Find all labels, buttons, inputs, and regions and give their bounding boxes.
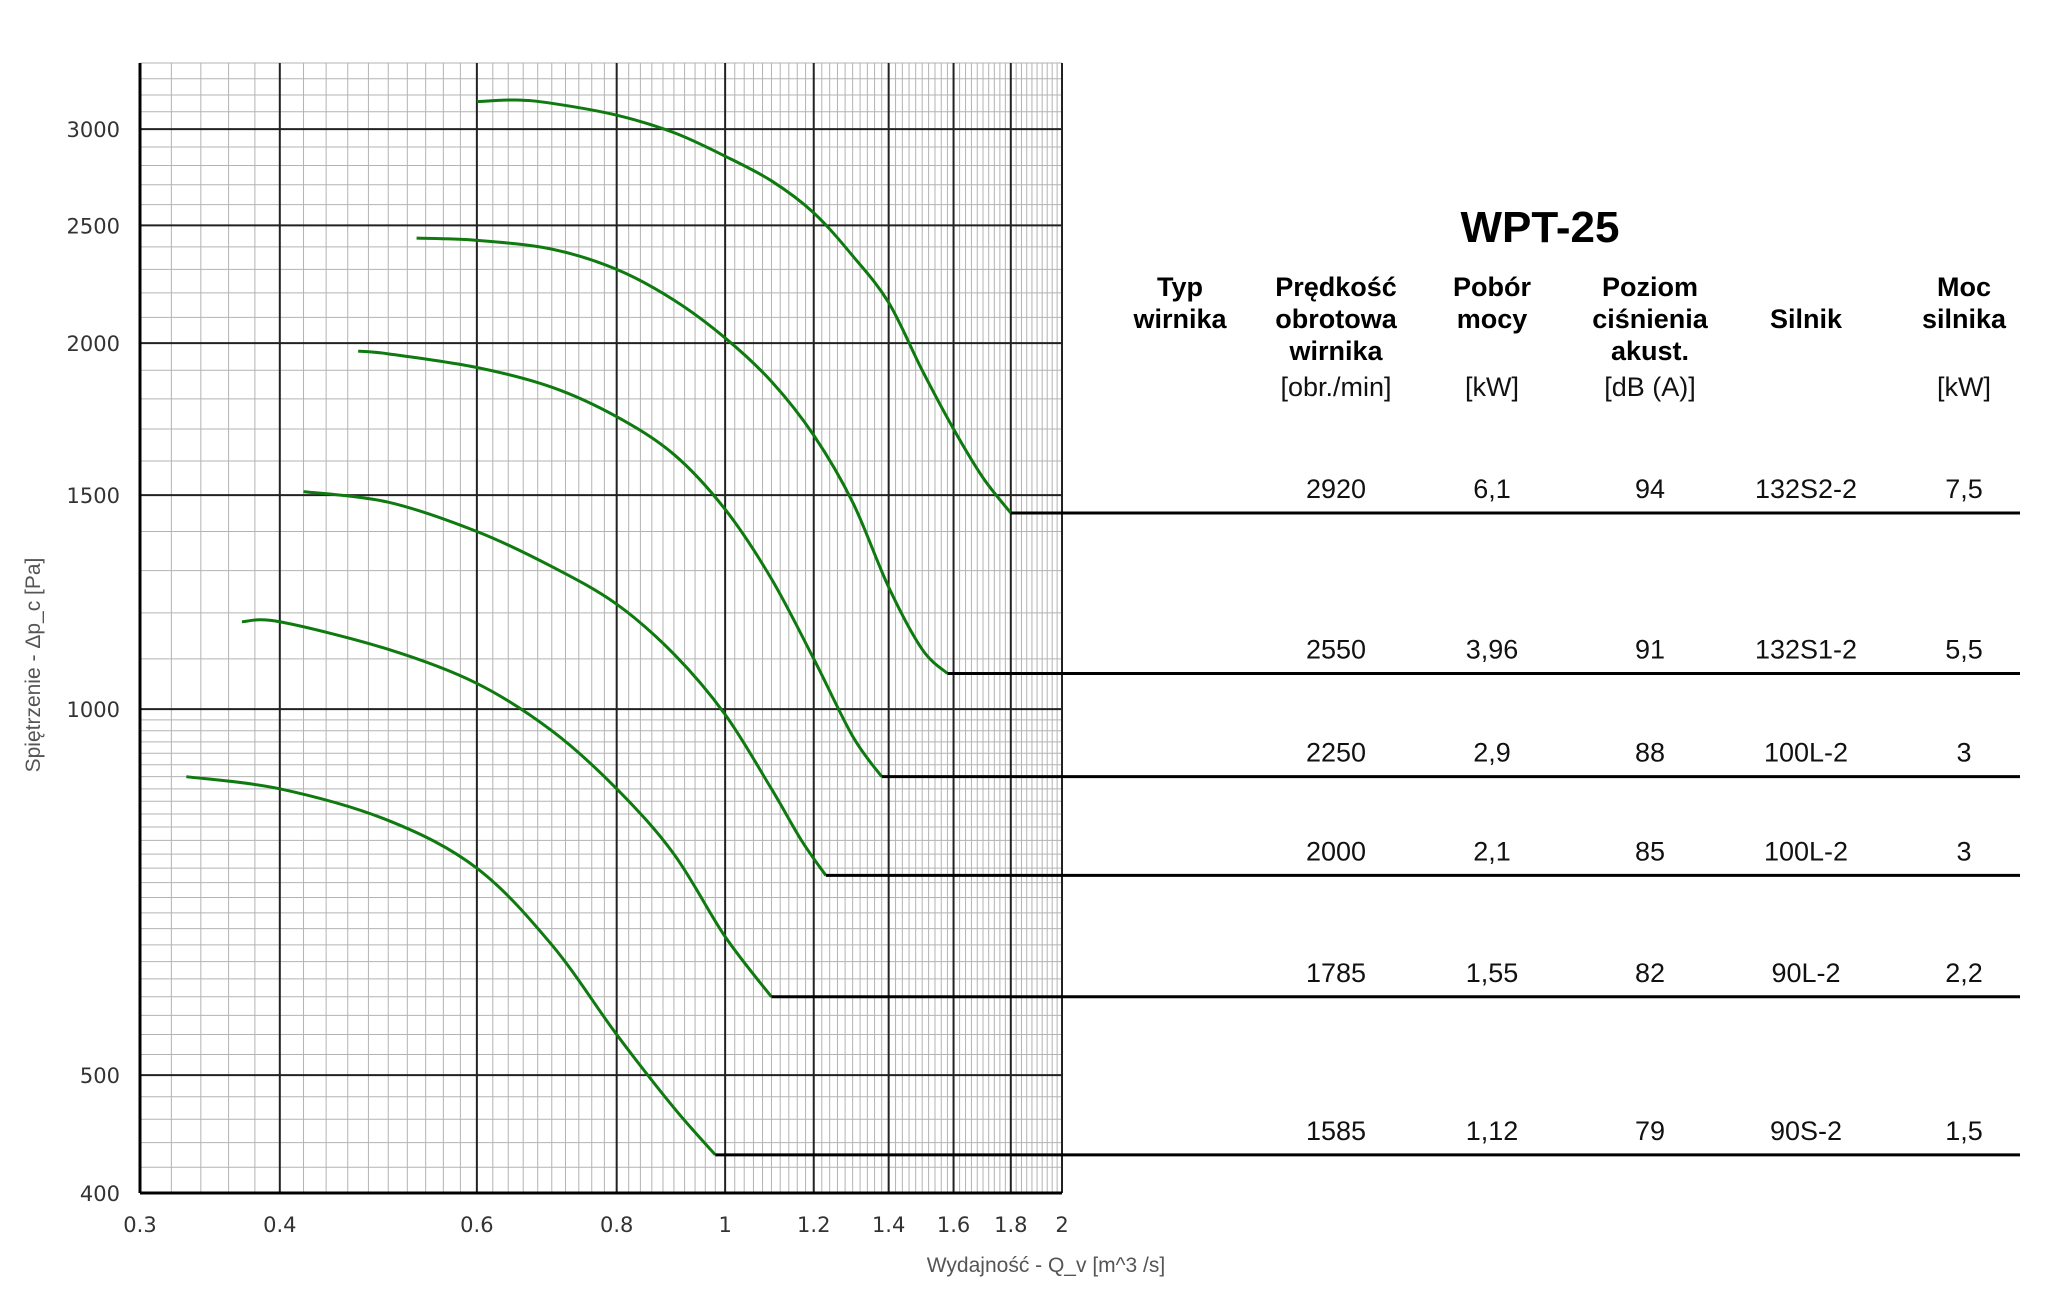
major-grid — [139, 63, 1063, 1194]
header-cell: akust. — [1611, 336, 1689, 366]
table-cell-motor: 90S-2 — [1770, 1116, 1842, 1146]
table-cell-motor: 132S1-2 — [1755, 634, 1857, 664]
table-cell-rpm: 1585 — [1306, 1116, 1366, 1146]
table-cell-motor_power: 5,5 — [1945, 634, 1983, 664]
table-cell-noise: 94 — [1635, 474, 1665, 504]
header-cell: obrotowa — [1275, 304, 1397, 334]
table-row: 2920 6,1 94 132S2-2 7,5 — [1306, 474, 1983, 504]
x-tick-label: 1.8 — [994, 1213, 1027, 1237]
table-cell-motor_power: 2,2 — [1945, 958, 1983, 988]
y-tick-label: 3000 — [67, 118, 120, 142]
header-cell: Moc — [1937, 272, 1991, 302]
header-cell: Poziom — [1602, 272, 1698, 302]
x-tick-label: 1.4 — [872, 1213, 905, 1237]
table-cell-motor_power: 3 — [1956, 836, 1971, 866]
header-cell: Silnik — [1770, 304, 1843, 334]
table-cell-motor: 132S2-2 — [1755, 474, 1857, 504]
table-cell-noise: 91 — [1635, 634, 1665, 664]
y-axis-title: Spiętrzenie - Δp_c [Pa] — [22, 558, 45, 773]
table-cell-rpm: 2550 — [1306, 634, 1366, 664]
y-tick-label: 400 — [80, 1182, 120, 1206]
table-cell-motor_power: 1,5 — [1945, 1116, 1983, 1146]
table-cell-motor: 90L-2 — [1771, 958, 1840, 988]
table-cell-power: 1,12 — [1466, 1116, 1519, 1146]
x-tick-label: 0.4 — [263, 1213, 296, 1237]
table-cell-noise: 82 — [1635, 958, 1665, 988]
y-tick-label: 2500 — [67, 214, 120, 238]
header-unit: [kW] — [1937, 372, 1991, 402]
header-cell: silnika — [1922, 304, 2007, 334]
x-tick-labels: 0.3 0.4 0.6 0.8 1 1.2 1.4 1.6 1.8 2 — [123, 1213, 1068, 1237]
table-cell-power: 2,1 — [1473, 836, 1511, 866]
x-tick-label: 1.6 — [937, 1213, 970, 1237]
header-cell: Typ — [1157, 272, 1203, 302]
header-unit: [dB (A)] — [1604, 372, 1696, 402]
table-cell-rpm: 2000 — [1306, 836, 1366, 866]
curve-1785-rpm — [241, 618, 773, 998]
table-cell-power: 6,1 — [1473, 474, 1511, 504]
header-cell: wirnika — [1132, 304, 1227, 334]
table-cell-power: 3,96 — [1466, 634, 1519, 664]
header-cell: mocy — [1457, 304, 1528, 334]
header-cell: Prędkość — [1275, 272, 1397, 302]
curve-1585-rpm — [186, 775, 717, 1156]
minor-grid — [139, 62, 1063, 1194]
header-cell: Pobór — [1453, 272, 1531, 302]
x-tick-label: 2 — [1055, 1213, 1068, 1237]
table-cell-power: 1,55 — [1466, 958, 1519, 988]
table-row: 1785 1,55 82 90L-2 2,2 — [1306, 958, 1983, 988]
x-axis-title: Wydajność - Q_v [m^3 /s] — [927, 1254, 1165, 1277]
x-tick-label: 1.2 — [797, 1213, 830, 1237]
table-cell-noise: 88 — [1635, 738, 1665, 768]
curve-2250-rpm — [358, 349, 883, 778]
x-tick-label: 0.3 — [123, 1213, 156, 1237]
table-cell-motor: 100L-2 — [1764, 836, 1848, 866]
table-row: 2250 2,9 88 100L-2 3 — [1306, 738, 1972, 768]
x-tick-label: 0.6 — [460, 1213, 493, 1237]
table-row: 2000 2,1 85 100L-2 3 — [1306, 836, 1972, 866]
y-tick-label: 500 — [80, 1064, 120, 1088]
plot-axes — [138, 63, 1062, 1195]
y-tick-label: 1500 — [67, 484, 120, 508]
header-unit: [kW] — [1465, 372, 1519, 402]
table-cell-rpm: 2250 — [1306, 738, 1366, 768]
table-header: TypwirnikaPrędkośćobrotowawirnika[obr./m… — [1132, 272, 2007, 402]
table-cell-power: 2,9 — [1473, 738, 1511, 768]
table-cell-rpm: 2920 — [1306, 474, 1366, 504]
table-title: WPT-25 — [1461, 203, 1620, 252]
fan-curves — [186, 98, 1012, 1156]
y-tick-label: 2000 — [67, 332, 120, 356]
header-cell: ciśnienia — [1592, 304, 1709, 334]
table-row: 2550 3,96 91 132S1-2 5,5 — [1306, 634, 1983, 664]
header-unit: [obr./min] — [1280, 372, 1391, 402]
table-row-lines — [715, 511, 2020, 1157]
table-row: 1585 1,12 79 90S-2 1,5 — [1306, 1116, 1983, 1146]
curve-2920-rpm — [476, 98, 1012, 514]
curve-2000-rpm — [303, 490, 827, 877]
table-cell-rpm: 1785 — [1306, 958, 1366, 988]
x-tick-label: 1 — [718, 1213, 731, 1237]
y-tick-labels: 400 500 1000 1500 2000 2500 3000 — [67, 118, 120, 1206]
table-cell-motor_power: 3 — [1956, 738, 1971, 768]
table-cell-noise: 85 — [1635, 836, 1665, 866]
table-cell-motor: 100L-2 — [1764, 738, 1848, 768]
y-tick-label: 1000 — [67, 698, 120, 722]
header-cell: wirnika — [1288, 336, 1383, 366]
curve-2550-rpm — [416, 236, 949, 675]
table-cell-motor_power: 7,5 — [1945, 474, 1983, 504]
x-tick-label: 0.8 — [600, 1213, 633, 1237]
table-cell-noise: 79 — [1635, 1116, 1665, 1146]
